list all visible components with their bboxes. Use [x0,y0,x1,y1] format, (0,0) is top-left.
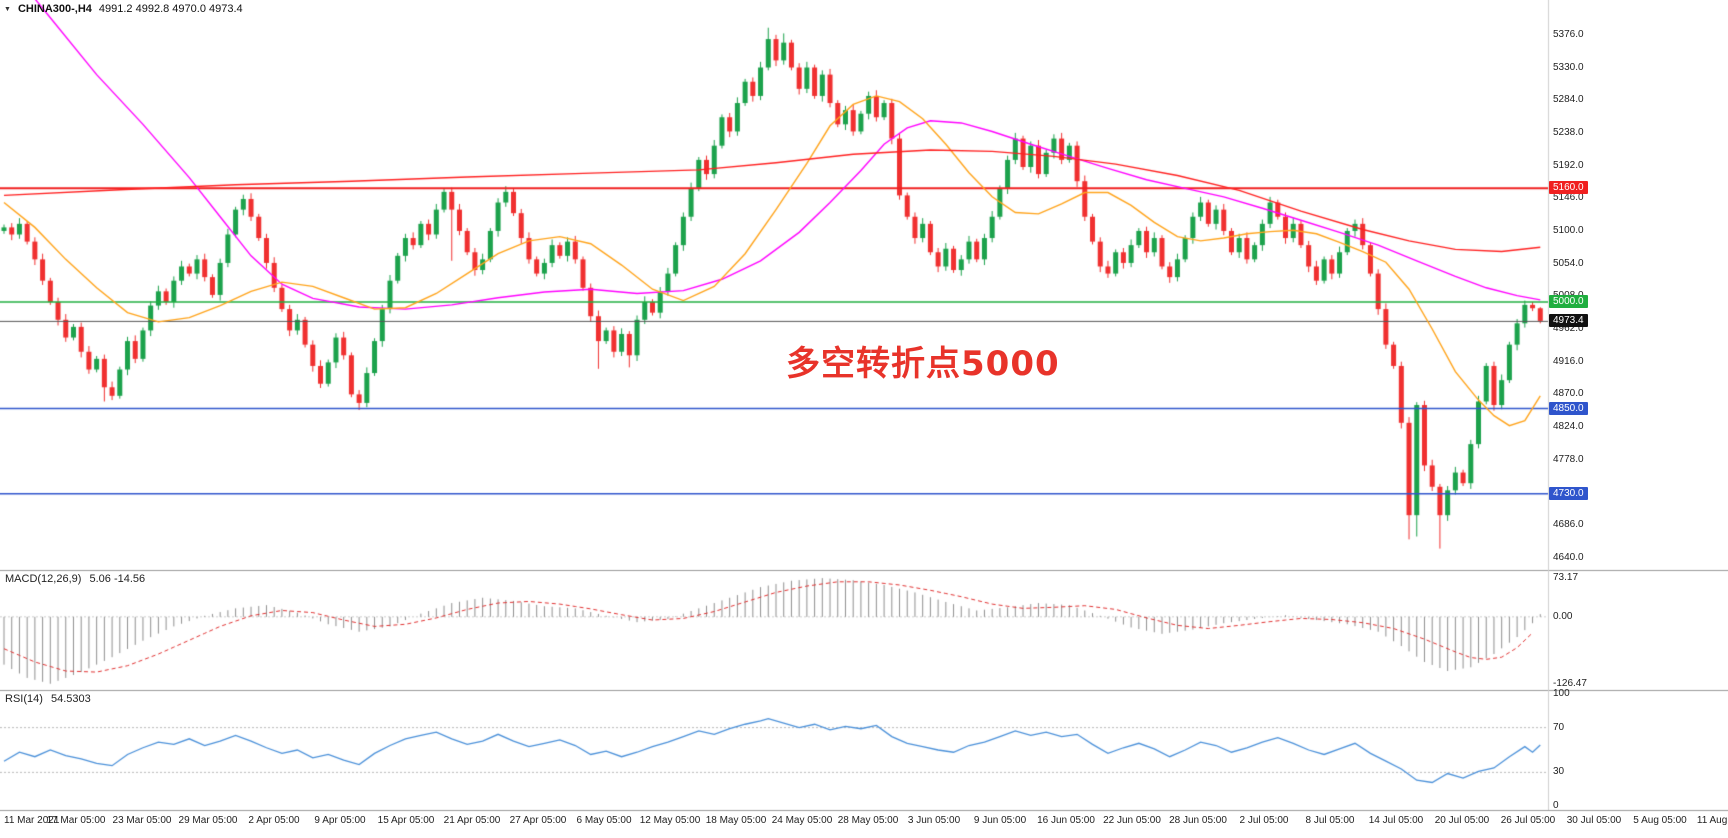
time-label: 12 May 05:00 [639,815,701,826]
price-badge: 4730.0 [1549,486,1588,500]
price-badge: 4850.0 [1549,401,1588,415]
chart-header: ▼ CHINA300-,H4 4991.2 4992.8 4970.0 4973… [4,3,243,15]
time-axis[interactable]: 11 Mar 2021 17 Mar 05:00 23 Mar 05:00 29 Ma… [0,812,1728,836]
price-tick: 4778.0 [1553,453,1584,465]
macd-tick: -126.47 [1553,678,1587,689]
rsi-tick: 100 [1553,688,1570,699]
time-label: 16 Jun 05:00 [1037,815,1095,826]
rsi-params: RSI(14) [5,693,43,705]
rsi-tick: 70 [1553,721,1565,733]
time-label: 9 Apr 05:00 [314,815,366,826]
macd-params: MACD(12,26,9) [5,573,82,585]
current-price-badge: 4973.4 [1549,313,1588,327]
price-tick: 5192.0 [1553,159,1584,171]
time-label: 5 Aug 05:00 [1633,815,1687,826]
rsi-value: 54.5303 [50,693,91,705]
time-label: 21 Apr 05:00 [443,815,501,826]
time-label: 26 Jul 05:00 [1500,815,1556,826]
time-label: 30 Jul 05:00 [1566,815,1622,826]
time-label: 11 Aug 05:00 [1696,815,1728,826]
price-tick: 4640.0 [1553,551,1584,563]
time-label: 9 Jun 05:00 [973,815,1027,826]
time-label: 22 Jun 05:00 [1103,815,1161,826]
price-tick: 5330.0 [1553,61,1584,73]
ohlc-values: 4991.2 4992.8 4970.0 4973.4 [98,3,243,15]
time-label: 8 Jul 05:00 [1305,815,1355,826]
symbol-title: CHINA300-,H4 [17,3,92,15]
time-label: 15 Apr 05:00 [377,815,435,826]
time-label: 17 Mar 05:00 [46,815,106,826]
time-label: 2 Jul 05:00 [1239,815,1289,826]
time-label: 20 Jul 05:00 [1434,815,1490,826]
time-label: 3 Jun 05:00 [907,815,961,826]
time-label: 6 May 05:00 [576,815,632,826]
macd-tick: 73.17 [1553,572,1579,583]
time-label: 14 Jul 05:00 [1368,815,1424,826]
price-tick: 4824.0 [1553,421,1584,433]
macd-tick: 0.00 [1553,610,1573,622]
rsi-tick: 0 [1553,800,1559,811]
time-label: 23 Mar 05:00 [112,815,172,826]
price-tick: 5146.0 [1553,192,1584,204]
price-tick: 5238.0 [1553,126,1584,138]
price-tick: 5376.0 [1553,28,1584,40]
time-label: 24 May 05:00 [771,815,833,826]
rsi-tick: 30 [1553,766,1565,778]
macd-values: 5.06 -14.56 [89,573,146,585]
time-label: 2 Apr 05:00 [248,815,300,826]
time-label: 28 May 05:00 [837,815,899,826]
price-tick: 5100.0 [1553,224,1584,236]
chart-annotation-text[interactable]: 多空转折点5000 [786,344,1060,384]
price-tick: 4916.0 [1553,355,1584,367]
price-badge: 5000.0 [1549,295,1588,308]
time-label: 18 May 05:00 [705,815,767,826]
time-label: 29 Mar 05:00 [178,815,238,826]
rsi-label: RSI(14) 54.5303 [5,693,96,705]
price-tick: 5054.0 [1553,257,1584,269]
time-label: 11 Mar 2021 [4,815,60,826]
price-tick: 5284.0 [1553,94,1584,106]
price-badge: 5160.0 [1549,181,1588,195]
time-label: 27 Apr 05:00 [509,815,567,826]
price-tick: 4962.0 [1553,323,1584,334]
macd-label: MACD(12,26,9) 5.06 -14.56 [5,573,150,585]
time-label: 28 Jun 05:00 [1169,815,1227,826]
symbol-marker-icon: ▼ [4,6,11,13]
price-tick: 4686.0 [1553,519,1584,531]
price-tick: 4870.0 [1553,388,1584,400]
